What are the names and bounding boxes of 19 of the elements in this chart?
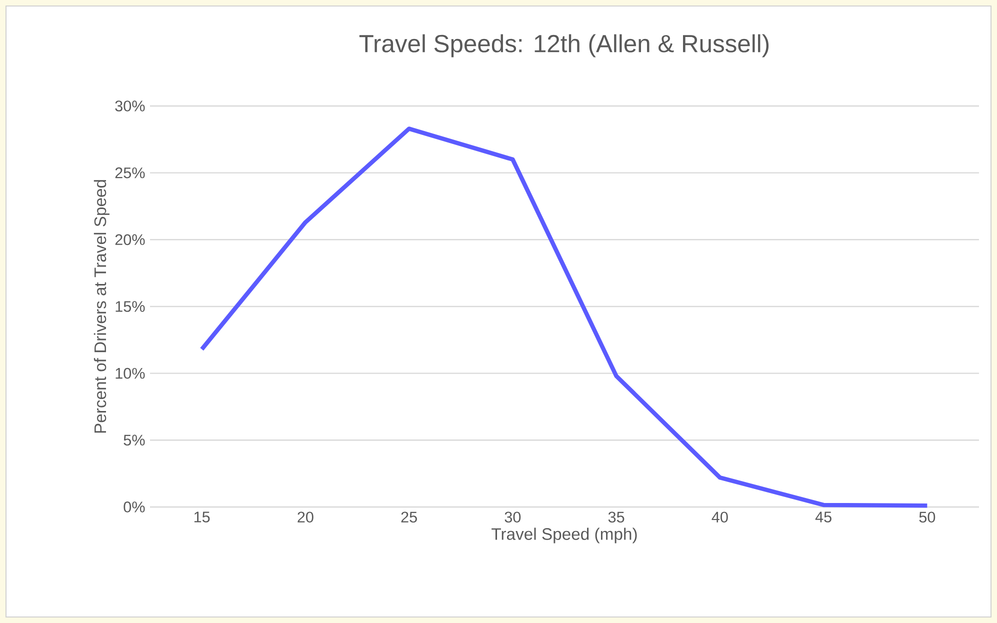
x-axis-title: Travel Speed (mph): [492, 528, 637, 544]
x-tick-label: 35: [608, 512, 624, 523]
y-tick-label: 20%: [115, 234, 145, 246]
y-tick-label: 10%: [116, 368, 145, 379]
x-tick-label: 20: [298, 512, 314, 523]
x-tick-label: 40: [712, 512, 728, 523]
x-tick-label: 50: [919, 512, 936, 523]
line-series: [200, 126, 930, 508]
x-tick-label: 25: [401, 512, 417, 523]
y-tick-label: 30%: [115, 100, 145, 112]
x-tick-label: 30: [504, 512, 521, 523]
chart-title: Travel Speeds: 12th (Allen & Russell): [359, 34, 769, 58]
y-tick-label: 0%: [124, 502, 145, 512]
y-axis-title: Percent of Drivers at Travel Speed: [94, 180, 110, 433]
y-tick-label: 15%: [116, 301, 145, 312]
y-tick-label: 5%: [124, 434, 145, 446]
x-tick-label: 15: [194, 512, 210, 522]
y-tick-label: 25%: [115, 167, 145, 178]
x-tick-label: 45: [815, 512, 832, 522]
